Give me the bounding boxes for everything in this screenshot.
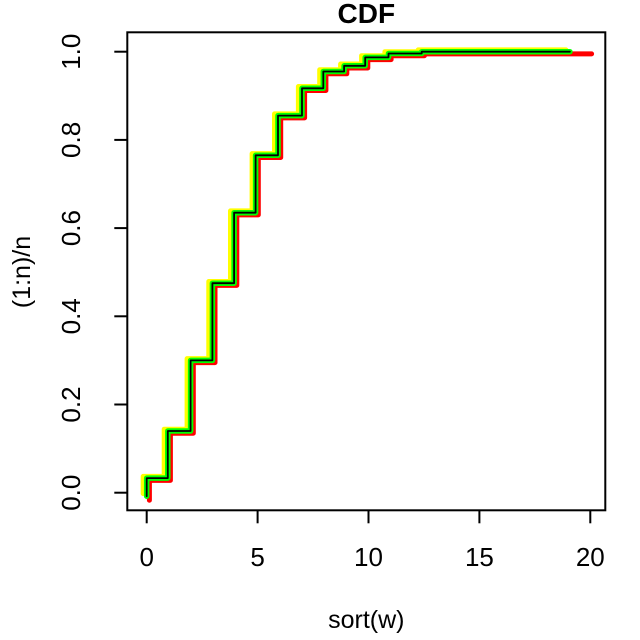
curves <box>140 47 595 503</box>
y-tick-label: 0.0 <box>56 475 86 511</box>
axis-ticks: 0 5 10 15 20 0.0 0.2 0.4 0.6 0.8 1.0 <box>56 34 605 572</box>
x-tick-label: 0 <box>139 542 153 572</box>
x-tick-label: 5 <box>250 542 264 572</box>
y-tick-label: 0.6 <box>56 210 86 246</box>
x-tick-label: 10 <box>354 542 383 572</box>
plot-box <box>126 31 607 512</box>
y-axis-label: (1:n)/n <box>8 236 36 308</box>
yellow-curve <box>140 47 569 497</box>
y-tick-label: 1.0 <box>56 34 86 70</box>
red-curve <box>146 51 595 503</box>
y-tick-label: 0.2 <box>56 386 86 422</box>
green-curve <box>143 48 573 499</box>
y-tick-label: 0.8 <box>56 122 86 158</box>
y-tick-label: 0.4 <box>56 298 86 334</box>
x-axis-label: sort(w) <box>328 606 404 634</box>
x-tick-label: 15 <box>465 542 494 572</box>
chart-title: CDF <box>338 0 396 29</box>
black-curve <box>145 50 571 498</box>
x-tick-label: 20 <box>576 542 605 572</box>
